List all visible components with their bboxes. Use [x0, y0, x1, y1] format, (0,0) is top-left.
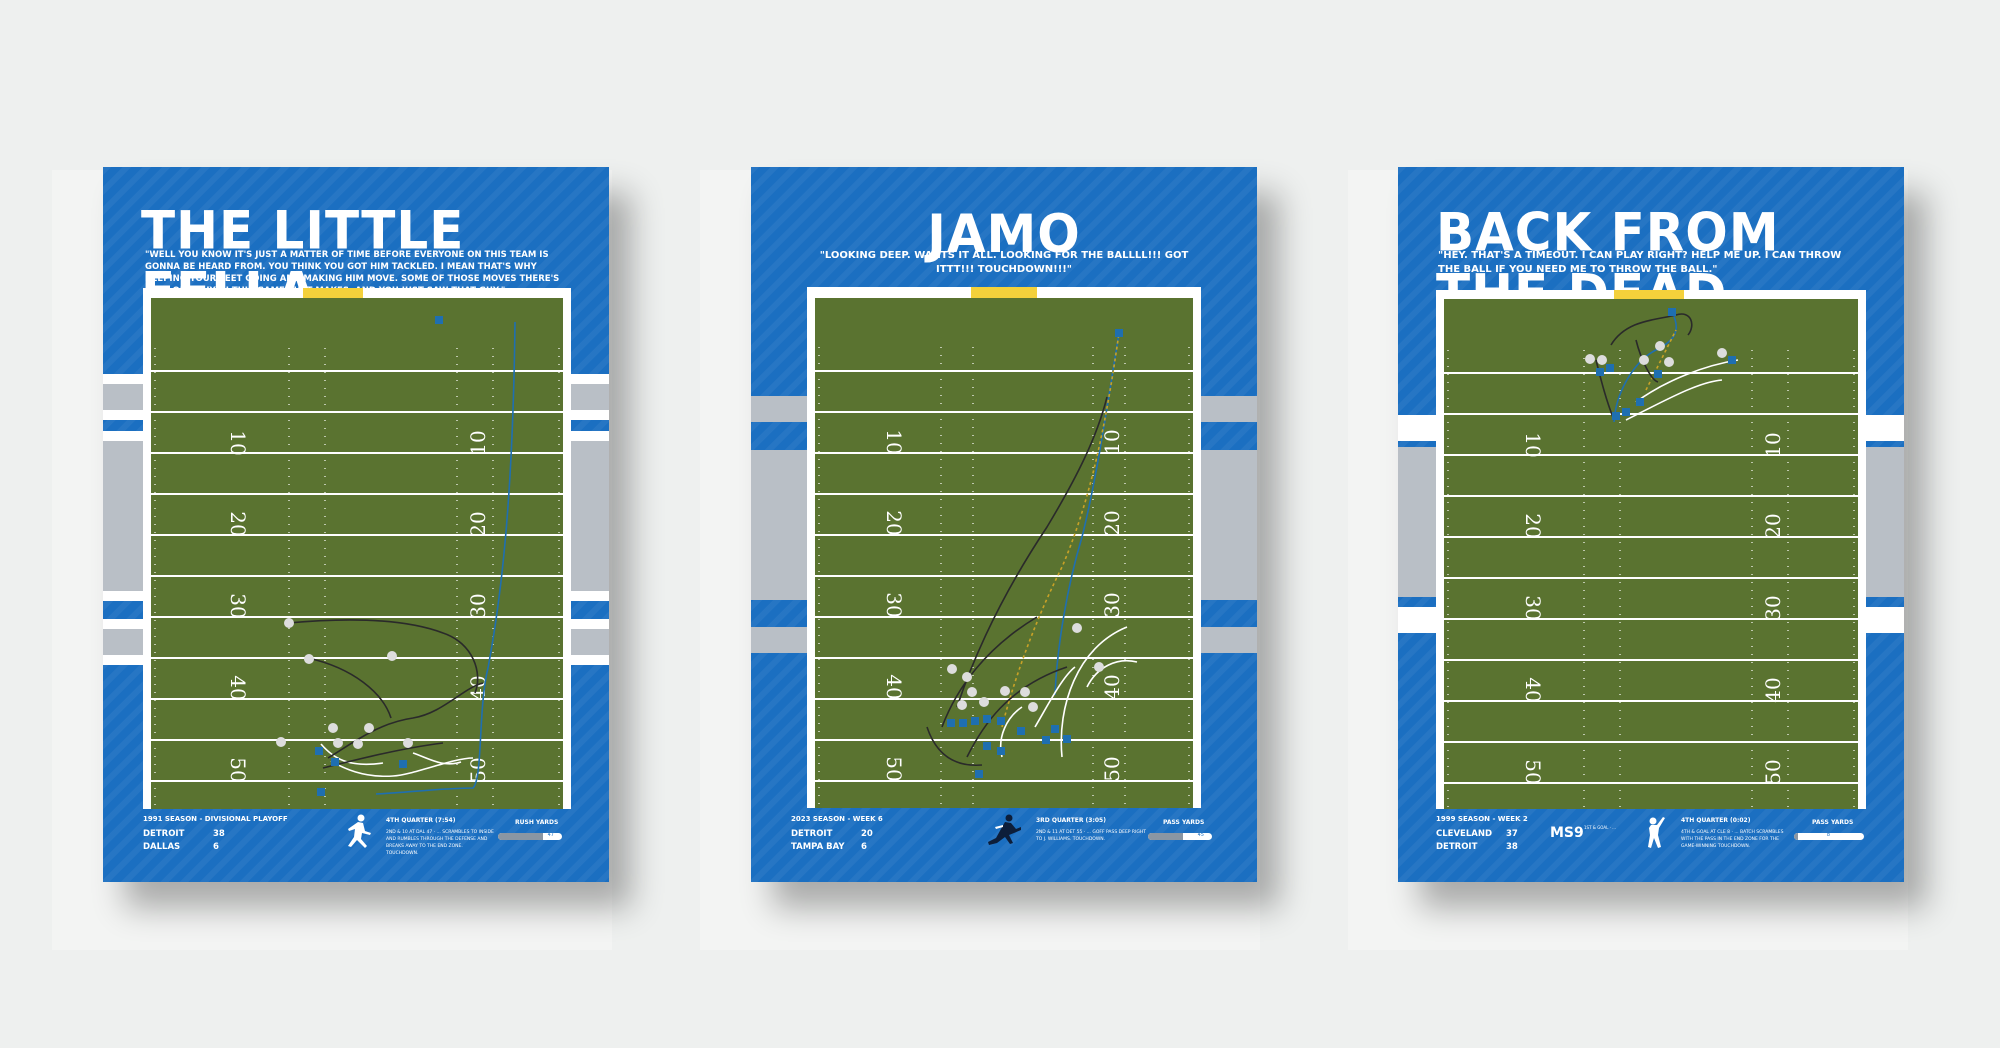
play-routes [926, 332, 1138, 767]
stat-label: RUSH YARDS [515, 819, 559, 826]
stat-value: 45 [1197, 833, 1204, 838]
season-label: 2023 SEASON - WEEK 6 [791, 815, 883, 823]
team-score: 38 [213, 829, 225, 839]
football-field: 10 20 30 40 50 10 20 30 40 50 [143, 288, 571, 809]
stat-label: PASS YARDS [1812, 819, 1854, 826]
yard-number: 10 [466, 430, 490, 455]
yard-number: 50 [1521, 759, 1545, 784]
team-score: 6 [213, 842, 219, 852]
team-name: DETROIT [1436, 842, 1478, 852]
stat-bar-fill [1794, 833, 1798, 840]
yard-number: 30 [882, 592, 906, 617]
players [1585, 308, 1736, 420]
team-name: TAMPA BAY [791, 842, 845, 852]
team-row: DETROIT 38 [143, 829, 225, 839]
team-row: DALLAS 6 [143, 842, 219, 852]
stat-bar: 45 [1148, 833, 1212, 840]
players [276, 316, 443, 796]
poster-quote: "LOOKING DEEP. WANTS IT ALL. LOOKING FOR… [819, 250, 1189, 275]
season-label: 1999 SEASON - WEEK 2 [1436, 815, 1528, 823]
play-description: 4TH & GOAL AT CLE 8 · ... BATCH SCRAMBLE… [1681, 830, 1784, 849]
yard-number: 40 [226, 675, 250, 700]
yard-number: 40 [1100, 674, 1124, 699]
team-score: 37 [1506, 829, 1518, 839]
team-name: DETROIT [791, 829, 833, 839]
stat-bar-fill [1148, 833, 1184, 840]
quarter-label: 3RD QUARTER (3:05) [1036, 817, 1106, 824]
yard-number: 30 [1100, 592, 1124, 617]
yard-number: 40 [1521, 677, 1545, 702]
yard-number: 10 [1521, 432, 1545, 457]
poster-footer: 2023 SEASON - WEEK 6 DETROIT 20 TAMPA BA… [751, 807, 1257, 882]
poster-quote: "HEY. THAT'S A TIMEOUT. I CAN PLAY RIGHT… [1438, 250, 1842, 275]
poster-footer: 1999 SEASON - WEEK 2 CLEVELAND 37 DETROI… [1398, 807, 1904, 882]
poster-back-from-the-dead: BACK FROM THE DEAD "HEY. THAT'S A TIMEOU… [1398, 167, 1904, 882]
team-score: 20 [861, 829, 873, 839]
yard-number: 20 [1100, 510, 1124, 535]
poster-jamo: JAMO "LOOKING DEEP. WANTS IT ALL. LOOKIN… [751, 167, 1257, 882]
yard-number: 10 [226, 430, 250, 455]
play-description: 2ND & 11 AT DET 55 · ... GOFF PASS DEEP … [1036, 830, 1147, 842]
ms9-logo: MS9 [1550, 825, 1584, 841]
yard-number: 30 [226, 593, 250, 618]
team-score: 38 [1506, 842, 1518, 852]
yard-number: 20 [1521, 513, 1545, 538]
play-description: 2ND & 10 AT DAL 47 · ... SCRAMBLES TO IN… [386, 830, 494, 856]
team-row: DETROIT 38 [1436, 842, 1518, 852]
yard-number: 10 [1100, 429, 1124, 454]
stat-bar-fill [498, 833, 543, 840]
poster-little-fella: THE LITTLE FELLA "WELL YOU KNOW IT'S JUS… [103, 167, 609, 882]
stat-value: 8 [1826, 833, 1830, 838]
quarter-label: 4TH QUARTER (7:54) [386, 817, 456, 824]
player-silhouette-icon [1648, 817, 1665, 848]
team-score: 6 [861, 842, 867, 852]
yard-number: 40 [1761, 677, 1785, 702]
players [947, 329, 1123, 778]
stat-bar: 8 [1794, 833, 1864, 840]
yard-number: 20 [882, 510, 906, 535]
team-name: CLEVELAND [1436, 829, 1493, 839]
yard-number: 20 [226, 511, 250, 536]
football-field: 10 20 30 40 50 10 20 30 40 50 [807, 287, 1201, 808]
yard-number: 50 [882, 756, 906, 781]
team-row: CLEVELAND 37 [1436, 829, 1518, 839]
stat-label: PASS YARDS [1163, 819, 1205, 826]
yard-number: 40 [882, 674, 906, 699]
team-row: TAMPA BAY 6 [791, 842, 867, 852]
yard-number: 30 [1521, 595, 1545, 620]
player-silhouette-icon [348, 814, 371, 848]
yard-number: 20 [1761, 513, 1785, 538]
team-name: DETROIT [143, 829, 185, 839]
yard-number: 10 [1761, 432, 1785, 457]
poster-footer: 1991 SEASON - DIVISIONAL PLAYOFF DETROIT… [103, 807, 609, 882]
player-silhouette-icon [988, 814, 1021, 845]
quarter-label: 4TH QUARTER (0:02) [1681, 817, 1751, 824]
stat-bar: 47 [498, 833, 562, 840]
ms9-logo-subtext: 1ST & GOAL · ... [1584, 825, 1616, 830]
yard-number: 50 [1761, 759, 1785, 784]
poster-title: JAMO [927, 203, 1081, 265]
yard-number: 20 [466, 511, 490, 536]
yard-number: 30 [1761, 595, 1785, 620]
yard-number: 50 [226, 757, 250, 782]
team-row: DETROIT 20 [791, 829, 873, 839]
stat-value: 47 [547, 833, 554, 838]
football-field: 10 20 30 40 50 10 20 30 40 50 [1436, 290, 1866, 809]
team-name: DALLAS [143, 842, 181, 852]
yard-number: 50 [1100, 756, 1124, 781]
season-label: 1991 SEASON - DIVISIONAL PLAYOFF [143, 815, 288, 823]
yard-number: 10 [882, 429, 906, 454]
yard-number: 30 [466, 593, 490, 618]
